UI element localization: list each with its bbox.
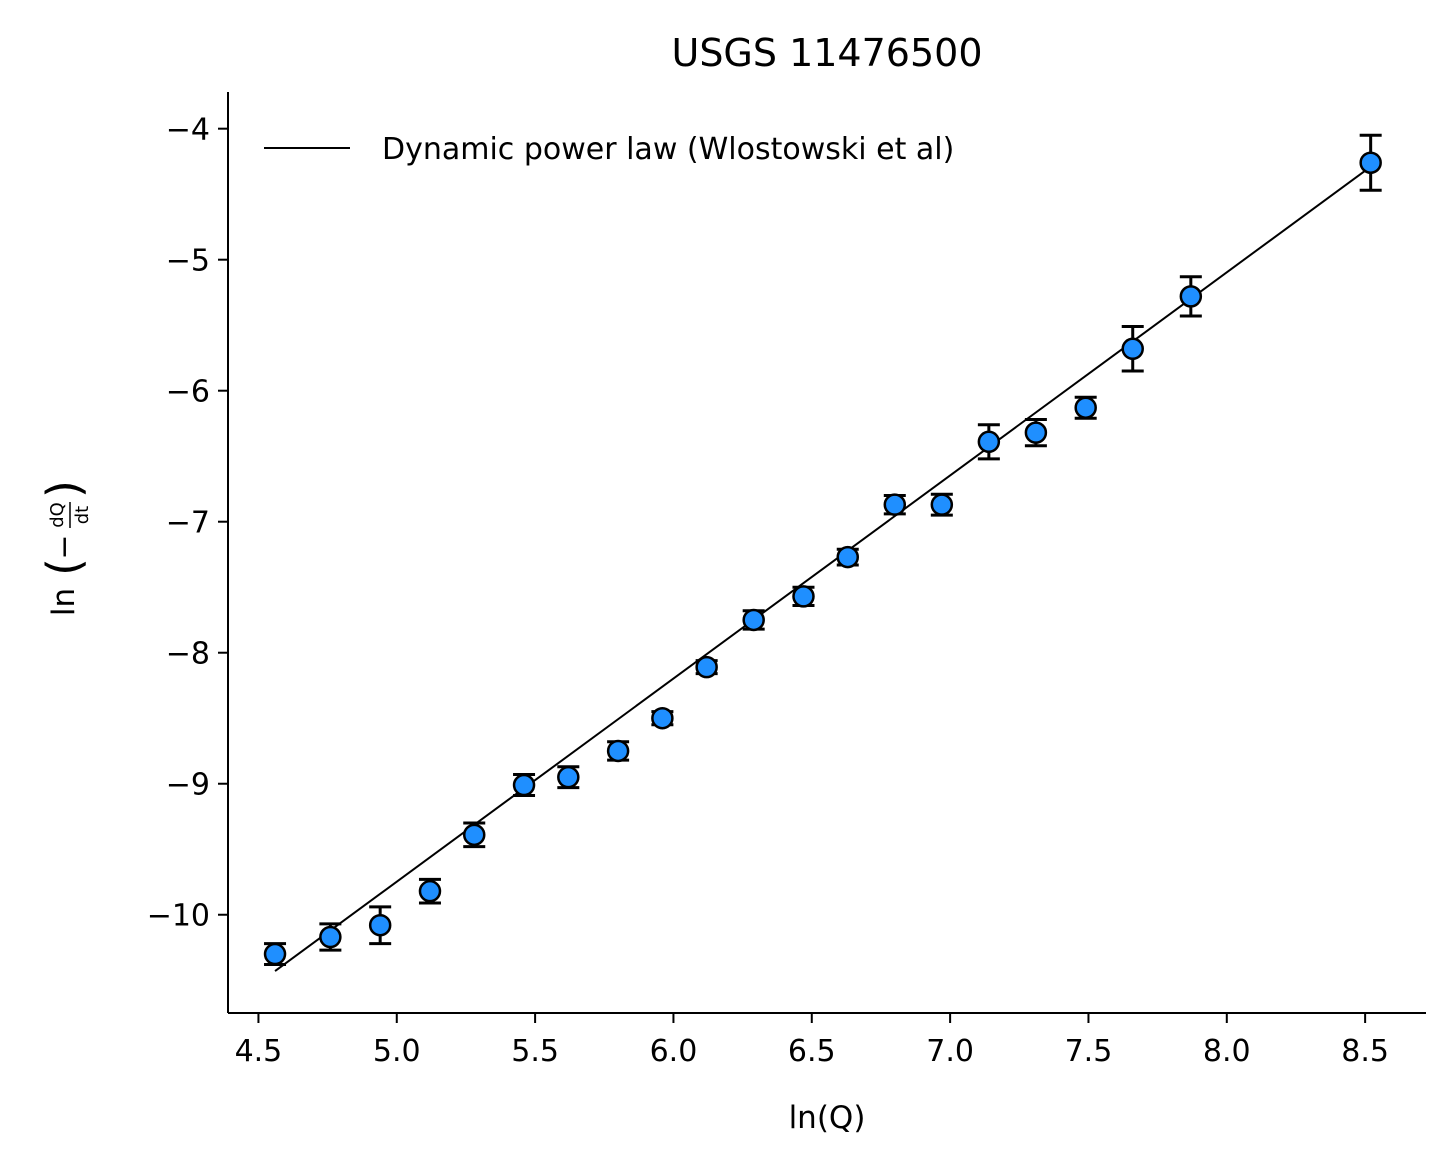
x-tick-label: 8.0 [1203,1034,1251,1069]
y-tick-label: −9 [166,768,210,803]
legend-label: Dynamic power law (Wlostowski et al) [382,132,954,167]
data-point [1121,337,1144,361]
data-point [742,608,765,632]
y-axis-label-frac-num: dQ [47,502,68,528]
x-tick-label: 6.5 [788,1034,836,1069]
y-tick-label: −6 [166,375,210,410]
y-label-right-paren: ) [37,480,91,498]
legend: Dynamic power law (Wlostowski et al) [264,132,954,167]
data-point [1024,421,1048,444]
data-point [651,706,674,730]
y-tick-label: −4 [166,113,210,148]
fit-line-group [274,165,1372,972]
y-axis-label: ln ( − dQ dt ) [37,480,93,616]
data-point [319,925,342,949]
data-point [512,773,536,797]
data-point [930,493,954,516]
errorbars [264,133,1382,967]
data-point [606,739,630,763]
data-point [1359,151,1382,174]
x-axis-label: ln(Q) [789,1100,866,1136]
x-tick-label: 6.0 [650,1034,698,1069]
data-point [695,655,718,679]
y-label-left-paren: ( [37,558,91,576]
chart-title: USGS 11476500 [672,31,983,75]
x-ticks: 4.5 5.0 5.5 6.0 6.5 7.0 7.5 8.0 8.5 [235,1013,1389,1069]
x-tick-label: 8.5 [1341,1034,1389,1069]
data-point [1074,396,1097,419]
fit-line [274,165,1372,972]
y-axis-label-frac-den: dt [72,506,93,524]
axes: 4.5 5.0 5.5 6.0 6.5 7.0 7.5 8.0 8.5 −10−9−8−7−6−… [147,92,1426,1069]
y-tick-label: −5 [166,244,210,279]
x-tick-label: 5.0 [373,1034,421,1069]
y-axis-label-prefix: ln [46,588,82,616]
y-tick-label: −10 [147,899,210,934]
y-ticks: −10 −9 −8 −7 −6 −5 −4 [147,113,228,934]
data-point [977,430,1001,454]
data-point [1179,285,1203,308]
data-point [368,913,392,937]
data-point [418,879,442,903]
data-point [836,545,860,569]
x-tick-label: 5.5 [511,1034,559,1069]
data-point [462,823,486,847]
y-tick-label: −8 [166,637,210,672]
data-point [557,765,580,789]
data-point [263,942,287,966]
data-point [883,493,907,516]
y-label-minus-sign: − [47,534,82,559]
data-points [263,151,1382,966]
x-tick-label: 4.5 [235,1034,283,1069]
y-tick-label: −7 [166,506,210,541]
data-point [792,585,815,608]
x-tick-label: 7.0 [926,1034,974,1069]
x-tick-label: 7.5 [1065,1034,1113,1069]
